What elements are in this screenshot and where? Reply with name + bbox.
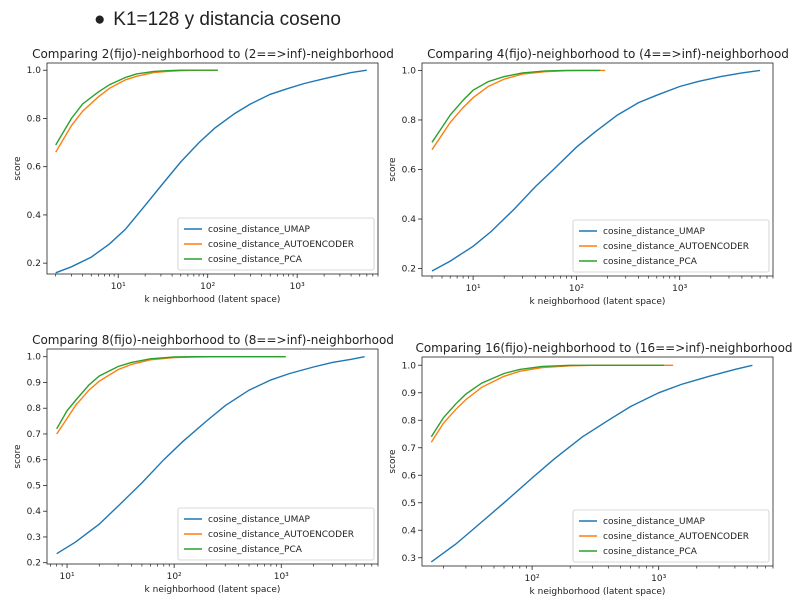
x-minor-ticks bbox=[55, 274, 379, 277]
y-tick-label: 0.8 bbox=[402, 416, 417, 426]
y-tick-label: 0.7 bbox=[27, 430, 41, 440]
series-line bbox=[430, 364, 664, 438]
x-tick-label: 10² bbox=[200, 282, 215, 292]
series-line bbox=[56, 356, 286, 430]
legend-label: cosine_distance_PCA bbox=[603, 547, 698, 557]
legend-box bbox=[177, 217, 375, 271]
x-tick-label: 10³ bbox=[672, 284, 687, 294]
y-tick-label: 0.5 bbox=[402, 499, 416, 509]
plot-frame bbox=[46, 348, 379, 565]
y-tick-label: 1.0 bbox=[402, 361, 417, 371]
legend-box bbox=[572, 219, 770, 273]
chart-4: Comparing 16(fijo)-neighborhood to (16==… bbox=[388, 341, 793, 597]
x-tick-label: 10³ bbox=[274, 572, 289, 582]
y-tick-label: 0.8 bbox=[27, 114, 42, 124]
y-tick-label: 0.6 bbox=[402, 471, 417, 481]
series-line bbox=[55, 69, 218, 153]
legend-label: cosine_distance_PCA bbox=[208, 545, 303, 555]
legend-label: cosine_distance_AUTOENCODER bbox=[208, 530, 354, 540]
x-axis-label: k neighborhood (latent space) bbox=[145, 585, 281, 595]
y-tick-label: 0.9 bbox=[27, 378, 42, 388]
x-tick-label: 10³ bbox=[651, 574, 666, 584]
x-minor-ticks bbox=[431, 276, 774, 279]
y-tick-label: 0.8 bbox=[402, 116, 417, 126]
bullet: ● bbox=[94, 9, 106, 30]
x-tick-label: 10¹ bbox=[466, 284, 481, 294]
y-tick-label: 1.0 bbox=[402, 66, 417, 76]
x-minor-ticks bbox=[443, 566, 774, 569]
y-tick-label: 1.0 bbox=[27, 66, 42, 76]
legend-label: cosine_distance_UMAP bbox=[603, 227, 706, 237]
plot-frame bbox=[421, 356, 774, 567]
legend-label: cosine_distance_UMAP bbox=[208, 225, 311, 235]
y-tick-label: 0.4 bbox=[402, 526, 417, 536]
legend-label: cosine_distance_PCA bbox=[603, 257, 698, 267]
series-line bbox=[56, 356, 286, 435]
series-line bbox=[56, 356, 365, 555]
plot-frame bbox=[46, 62, 379, 275]
y-tick-label: 0.4 bbox=[402, 215, 417, 225]
y-axis-label: score bbox=[13, 156, 23, 181]
y-tick-label: 0.4 bbox=[27, 507, 42, 517]
x-axis-label: k neighborhood (latent space) bbox=[530, 587, 666, 597]
x-tick-label: 10² bbox=[167, 572, 182, 582]
x-axis-label: k neighborhood (latent space) bbox=[530, 297, 666, 307]
y-tick-label: 0.4 bbox=[27, 211, 42, 221]
y-tick-label: 0.3 bbox=[402, 554, 416, 564]
chart-title: Comparing 16(fijo)-neighborhood to (16==… bbox=[415, 341, 792, 355]
section-heading: ● K1=128 y distancia coseno bbox=[94, 9, 341, 31]
x-tick-label: 10¹ bbox=[111, 282, 126, 292]
x-tick-label: 10³ bbox=[290, 282, 305, 292]
y-tick-label: 0.8 bbox=[27, 404, 42, 414]
plot-frame bbox=[421, 62, 774, 277]
x-tick-label: 10² bbox=[525, 574, 540, 584]
legend: cosine_distance_UMAP cosine_distance_AUTO… bbox=[177, 217, 375, 271]
chart-title: Comparing 8(fijo)-neighborhood to (8==>i… bbox=[32, 333, 394, 347]
legend-box bbox=[177, 507, 375, 561]
series-line bbox=[431, 69, 761, 272]
chart-title: Comparing 2(fijo)-neighborhood to (2==>i… bbox=[32, 47, 394, 61]
y-tick-label: 0.2 bbox=[27, 259, 41, 269]
y-axis-label: score bbox=[388, 157, 398, 182]
series-line bbox=[55, 69, 367, 274]
y-tick-label: 0.6 bbox=[402, 166, 417, 176]
legend-label: cosine_distance_UMAP bbox=[603, 517, 706, 527]
series-line bbox=[55, 69, 218, 146]
y-tick-label: 0.2 bbox=[27, 559, 41, 569]
legend-box bbox=[572, 509, 770, 563]
y-tick-label: 1.0 bbox=[27, 353, 42, 363]
heading-text: K1=128 y distancia coseno bbox=[113, 9, 341, 30]
chart-1: Comparing 2(fijo)-neighborhood to (2==>i… bbox=[13, 47, 394, 305]
x-axis-label: k neighborhood (latent space) bbox=[145, 295, 281, 305]
y-tick-label: 0.5 bbox=[27, 481, 41, 491]
chart-3: Comparing 8(fijo)-neighborhood to (8==>i… bbox=[13, 333, 394, 595]
legend: cosine_distance_UMAP cosine_distance_AUTO… bbox=[572, 219, 770, 273]
series-line bbox=[431, 69, 601, 143]
legend-label: cosine_distance_AUTOENCODER bbox=[603, 242, 749, 252]
y-tick-label: 0.2 bbox=[402, 265, 416, 275]
legend-label: cosine_distance_AUTOENCODER bbox=[208, 240, 354, 250]
legend: cosine_distance_UMAP cosine_distance_AUTO… bbox=[177, 507, 375, 561]
legend: cosine_distance_UMAP cosine_distance_AUTO… bbox=[572, 509, 770, 563]
y-tick-label: 0.6 bbox=[27, 163, 42, 173]
x-minor-ticks bbox=[50, 564, 379, 567]
y-axis-label: score bbox=[13, 444, 23, 469]
legend-label: cosine_distance_PCA bbox=[208, 255, 303, 265]
y-axis-label: score bbox=[388, 449, 398, 474]
y-tick-label: 0.7 bbox=[402, 444, 416, 454]
series-line bbox=[431, 69, 606, 151]
x-tick-label: 10² bbox=[569, 284, 584, 294]
legend-label: cosine_distance_UMAP bbox=[208, 515, 311, 525]
y-tick-label: 0.9 bbox=[402, 389, 417, 399]
y-tick-label: 0.3 bbox=[27, 533, 41, 543]
chart-title: Comparing 4(fijo)-neighborhood to (4==>i… bbox=[427, 47, 789, 61]
series-line bbox=[430, 364, 753, 563]
y-tick-label: 0.6 bbox=[27, 456, 42, 466]
chart-2: Comparing 4(fijo)-neighborhood to (4==>i… bbox=[388, 47, 789, 307]
x-tick-label: 10¹ bbox=[60, 572, 75, 582]
legend-label: cosine_distance_AUTOENCODER bbox=[603, 532, 749, 542]
